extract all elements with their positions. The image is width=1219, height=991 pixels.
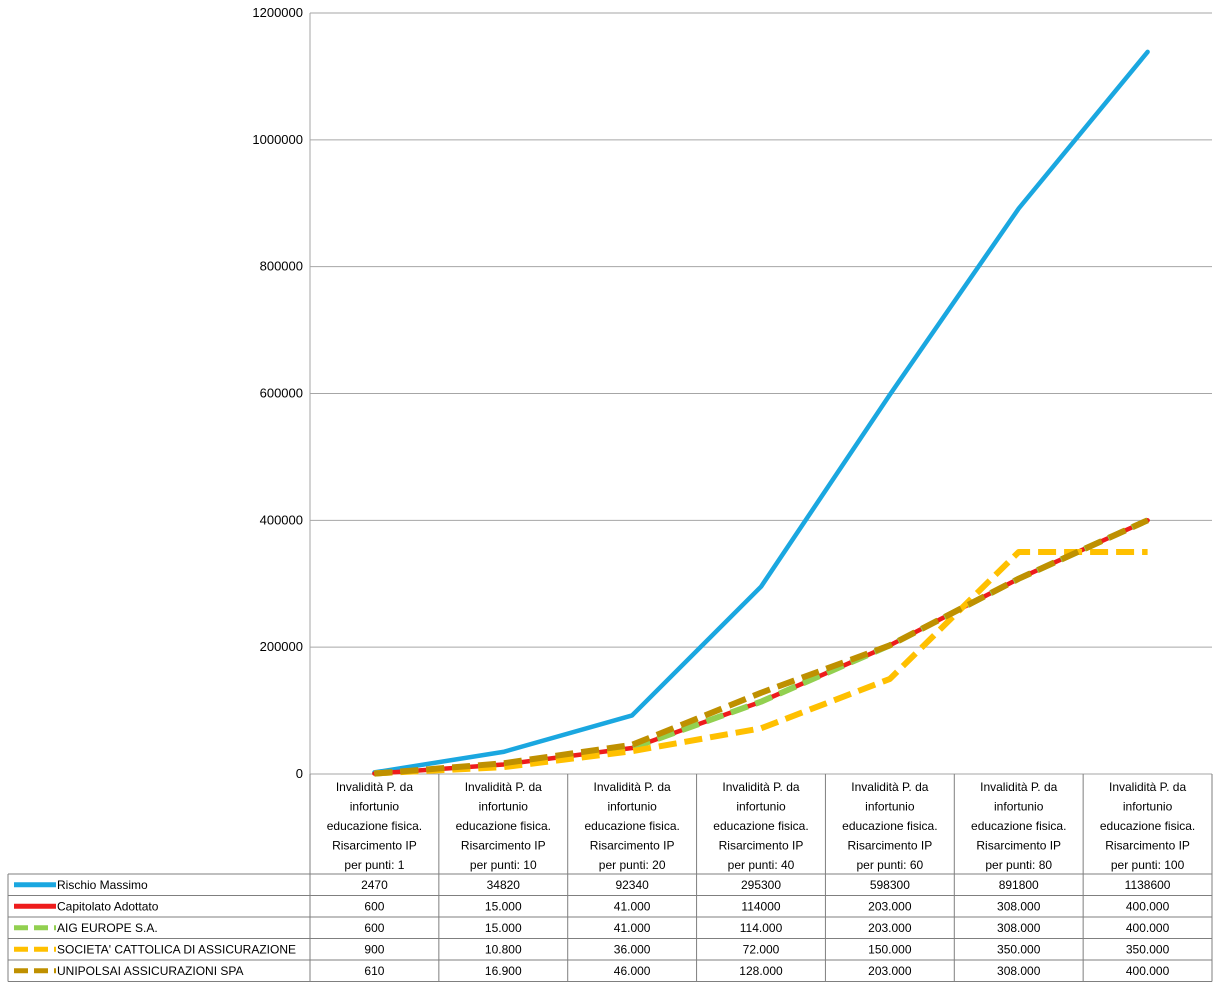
table-cell-value: 203.000 — [868, 921, 912, 935]
category-label: infortunio — [607, 800, 657, 814]
table-cell-value: 900 — [364, 942, 384, 956]
category-label: per punti: 40 — [728, 858, 795, 872]
table-cell-value: 308.000 — [997, 921, 1041, 935]
gridlines — [309, 12, 1212, 775]
category-label: per punti: 80 — [985, 858, 1052, 872]
table-cell-value: 598300 — [870, 878, 910, 892]
legend-label: UNIPOLSAI ASSICURAZIONI SPA — [57, 964, 244, 978]
category-label: educazione fisica. — [971, 819, 1066, 833]
category-label: educazione fisica. — [713, 819, 808, 833]
table-cell-value: 891800 — [999, 878, 1039, 892]
y-tick-label: 600000 — [260, 386, 303, 401]
table-cell-value: 295300 — [741, 878, 781, 892]
table-cell-value: 114.000 — [740, 921, 783, 935]
table-cell-value: 34820 — [487, 878, 521, 892]
category-label: per punti: 60 — [856, 858, 923, 872]
legend-label: Rischio Massimo — [57, 878, 148, 892]
y-tick-label: 200000 — [260, 639, 303, 654]
table-cell-value: 400.000 — [1126, 964, 1170, 978]
category-label: educazione fisica. — [842, 819, 937, 833]
category-label: Risarcimento IP — [461, 839, 546, 853]
table-cell-value: 2470 — [361, 878, 388, 892]
category-label: Invalidità P. da — [465, 780, 542, 794]
category-label: infortunio — [994, 800, 1044, 814]
category-label: Risarcimento IP — [848, 839, 933, 853]
table-cell-value: 203.000 — [868, 964, 912, 978]
table-cell-value: 41.000 — [614, 899, 651, 913]
category-label: Risarcimento IP — [1105, 839, 1190, 853]
data-table: Invalidità P. da infortunio educazione fis… — [7, 774, 1213, 982]
y-tick-label: 1200000 — [252, 5, 303, 20]
category-label: educazione fisica. — [1100, 819, 1195, 833]
table-cell-value: 610 — [364, 964, 384, 978]
category-label: educazione fisica. — [327, 819, 422, 833]
category-label: infortunio — [1123, 800, 1173, 814]
y-tick-label: 800000 — [260, 259, 303, 274]
table-cell-value: 16.900 — [485, 964, 522, 978]
category-label: Risarcimento IP — [719, 839, 804, 853]
table-cell-value: 114000 — [741, 899, 780, 913]
table-cell-value: 15.000 — [485, 921, 522, 935]
category-label: Invalidità P. da — [1109, 780, 1186, 794]
series-line — [372, 49, 1150, 775]
category-label: Risarcimento IP — [590, 839, 675, 853]
legend-label: Capitolato Adottato — [57, 899, 159, 913]
category-label: Invalidità P. da — [722, 780, 799, 794]
category-label: per punti: 20 — [599, 858, 666, 872]
category-label: Invalidità P. da — [851, 780, 928, 794]
table-cell-value: 1138600 — [1125, 878, 1171, 892]
table-cell-value: 46.000 — [614, 964, 651, 978]
legend-label: SOCIETA' CATTOLICA DI ASSICURAZIONE — [57, 942, 296, 956]
category-label: Invalidità P. da — [336, 780, 413, 794]
category-label: Invalidità P. da — [980, 780, 1057, 794]
table-cell-value: 350.000 — [1126, 942, 1170, 956]
table-cell-value: 36.000 — [614, 942, 651, 956]
category-label: infortunio — [350, 800, 400, 814]
table-cell-value: 92340 — [615, 878, 649, 892]
category-label: per punti: 10 — [470, 858, 537, 872]
category-label: infortunio — [736, 800, 786, 814]
category-label: educazione fisica. — [584, 819, 679, 833]
category-label: educazione fisica. — [456, 819, 551, 833]
y-axis: 0 200000 400000 600000 800000 1000000 1200000 — [252, 5, 303, 781]
category-label: Risarcimento IP — [332, 839, 417, 853]
y-tick-label: 1000000 — [252, 132, 303, 147]
category-label: per punti: 100 — [1111, 858, 1185, 872]
y-tick-label: 400000 — [260, 512, 303, 527]
table-cell-value: 15.000 — [485, 899, 522, 913]
table-cell-value: 41.000 — [614, 921, 651, 935]
table-cell-value: 350.000 — [997, 942, 1041, 956]
table-cell-value: 72.000 — [743, 942, 780, 956]
table-cell-value: 128.000 — [739, 964, 783, 978]
table-cell-value: 308.000 — [997, 899, 1041, 913]
table-cell-value: 203.000 — [868, 899, 912, 913]
table-cell-value: 600 — [364, 921, 384, 935]
table-cell-value: 400.000 — [1126, 899, 1170, 913]
legend-label: AIG EUROPE S.A. — [57, 921, 158, 935]
table-cell-value: 150.000 — [868, 942, 912, 956]
category-label: Invalidità P. da — [594, 780, 671, 794]
table-cell-value: 10.800 — [485, 942, 522, 956]
table-cell-value: 308.000 — [997, 964, 1041, 978]
category-label: per punti: 1 — [344, 858, 404, 872]
table-cell-value: 400.000 — [1126, 921, 1170, 935]
category-label: infortunio — [865, 800, 915, 814]
category-label: Risarcimento IP — [976, 839, 1061, 853]
category-label: infortunio — [479, 800, 529, 814]
series-lines — [372, 49, 1150, 777]
table-cell-value: 600 — [364, 899, 384, 913]
y-tick-label: 0 — [296, 766, 303, 781]
